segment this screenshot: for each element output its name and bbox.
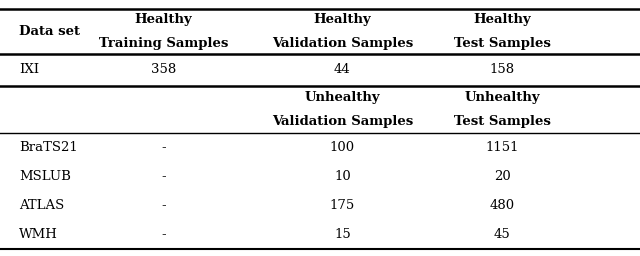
Text: Unhealthy: Unhealthy <box>305 91 380 104</box>
Text: Healthy: Healthy <box>314 13 371 26</box>
Text: 158: 158 <box>490 63 515 76</box>
Text: 44: 44 <box>334 63 351 76</box>
Text: Test Samples: Test Samples <box>454 115 551 128</box>
Text: 15: 15 <box>334 228 351 241</box>
Text: -: - <box>161 199 166 212</box>
Text: BraTS21: BraTS21 <box>19 141 78 154</box>
Text: Healthy: Healthy <box>134 13 192 26</box>
Text: 10: 10 <box>334 170 351 183</box>
Text: WMH: WMH <box>19 228 58 241</box>
Text: ATLAS: ATLAS <box>19 199 65 212</box>
Text: Test Samples: Test Samples <box>454 37 551 50</box>
Text: Training Samples: Training Samples <box>99 37 228 50</box>
Text: IXI: IXI <box>19 63 39 76</box>
Text: 358: 358 <box>150 63 176 76</box>
Text: Validation Samples: Validation Samples <box>272 37 413 50</box>
Text: 175: 175 <box>330 199 355 212</box>
Text: Healthy: Healthy <box>474 13 531 26</box>
Text: 1151: 1151 <box>486 141 519 154</box>
Text: -: - <box>161 141 166 154</box>
Text: 100: 100 <box>330 141 355 154</box>
Text: Validation Samples: Validation Samples <box>272 115 413 128</box>
Text: 480: 480 <box>490 199 515 212</box>
Text: Unhealthy: Unhealthy <box>465 91 540 104</box>
Text: 20: 20 <box>494 170 511 183</box>
Text: MSLUB: MSLUB <box>19 170 71 183</box>
Text: -: - <box>161 228 166 241</box>
Text: -: - <box>161 170 166 183</box>
Text: Data set: Data set <box>19 25 80 38</box>
Text: 45: 45 <box>494 228 511 241</box>
